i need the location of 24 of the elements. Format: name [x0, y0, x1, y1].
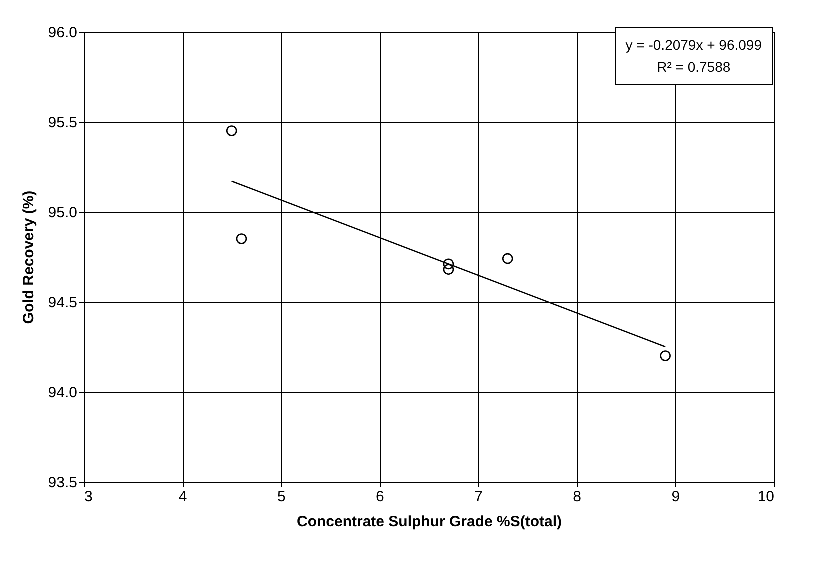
x-tick-label: 10 [758, 488, 774, 506]
y-tick-label: 93.5 [48, 474, 78, 492]
annotation: y = -0.2079x + 96.099 [626, 36, 762, 55]
x-tick-label: 3 [84, 488, 93, 506]
y-tick-label: 94.0 [48, 384, 78, 402]
x-tick-label: 9 [672, 488, 680, 506]
y-tick-label: 95.5 [48, 114, 78, 132]
point [660, 350, 671, 362]
point [226, 126, 238, 136]
point [502, 253, 514, 264]
x-tick-label: 5 [277, 488, 286, 506]
point [443, 258, 454, 270]
y-tick-label: 95.0 [48, 204, 78, 222]
x-tick-label: 7 [474, 488, 483, 506]
annotation: R² = 0.7588 [656, 58, 732, 77]
y-tick-label: 96.0 [48, 24, 78, 42]
point [236, 234, 248, 244]
x-axis-title: Concentrate Sulphur Grade %S(total) [296, 514, 562, 530]
point [443, 264, 454, 275]
x-tick-label: 8 [573, 488, 582, 506]
y-tick-label: 94.5 [48, 294, 78, 312]
y-axis-title: Gold Recovery (%) [20, 190, 38, 324]
x-tick-label: 4 [178, 488, 188, 506]
x-tick-label: 6 [376, 488, 384, 506]
